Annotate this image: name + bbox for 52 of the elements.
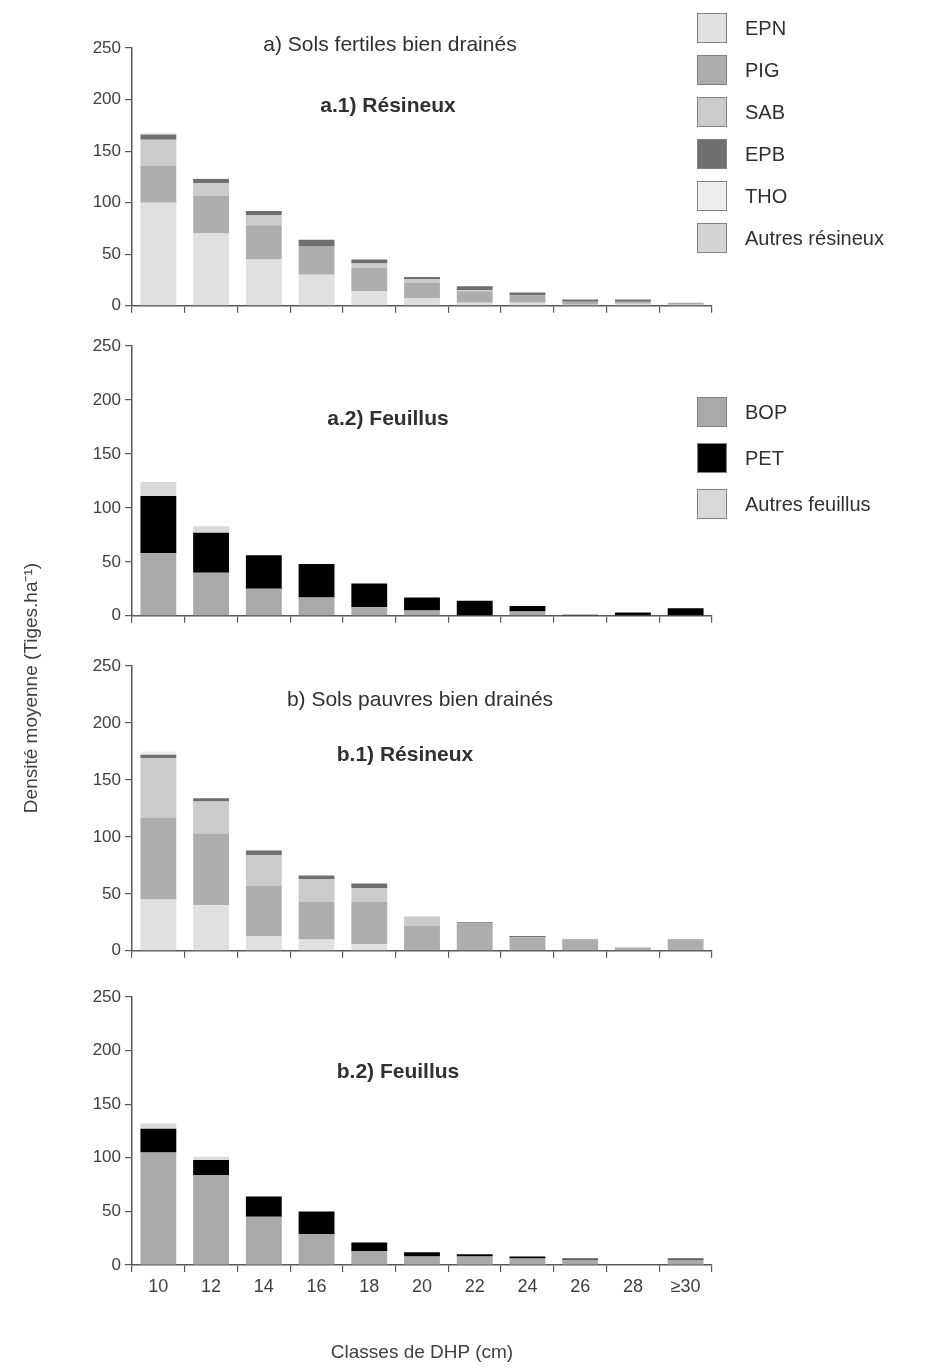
y-tick-label: 50 (102, 1201, 121, 1221)
y-tick-label: 0 (111, 1254, 121, 1274)
legend-label: Autres résineux (745, 226, 884, 250)
text: a.2) Feuillus (327, 406, 449, 430)
y-tick-label: 200 (92, 89, 121, 109)
y-tick-label: 150 (92, 140, 121, 160)
x-tick-label: 10 (148, 1275, 169, 1296)
legend-label: THO (745, 184, 788, 208)
y-tick-label: 200 (92, 389, 121, 409)
legend-label: SAB (745, 100, 786, 124)
y-tick-label: 0 (111, 605, 121, 625)
y-tick-label: 250 (92, 37, 121, 57)
y-tick-label: 250 (92, 335, 121, 355)
legend-label: EPN (745, 16, 787, 40)
x-tick-label: 12 (201, 1275, 222, 1296)
y-tick-label: 0 (111, 295, 121, 315)
legend-label: EPB (745, 142, 786, 166)
legend-label: PIG (745, 58, 780, 82)
legend-label: BOP (745, 400, 788, 424)
y-tick-label: 50 (102, 243, 121, 263)
y-tick-label: 150 (92, 443, 121, 463)
x-tick-label: 18 (359, 1275, 380, 1296)
legend-label: PET (745, 446, 784, 470)
y-tick-label: 250 (92, 986, 121, 1006)
x-tick-label: ≥30 (670, 1275, 701, 1296)
chart-title: a) Sols fertiles bien drainés (263, 32, 517, 56)
x-tick-label: 28 (622, 1275, 643, 1296)
text: a.1) Résineux (320, 93, 456, 117)
text: b.2) Feuillus (336, 1059, 460, 1083)
y-tick-label: 150 (92, 769, 121, 789)
y-tick-label: 100 (92, 192, 121, 212)
y-tick-label: 0 (111, 940, 121, 960)
y-tick-label: 200 (92, 712, 121, 732)
x-tick-label: 22 (464, 1275, 485, 1296)
x-tick-label: 20 (411, 1275, 433, 1296)
x-axis-title: Classes de DHP (cm) (330, 1341, 514, 1363)
legend-label: Autres feuillus (745, 492, 871, 516)
y-tick-label: 200 (92, 1040, 121, 1060)
text: b) Sols pauvres bien drainés (286, 687, 554, 711)
x-tick-label: 16 (306, 1275, 327, 1296)
y-tick-label: 100 (92, 826, 121, 846)
y-tick-label: 50 (102, 551, 121, 571)
y-axis-title: Densité moyenne (Tiges.ha⁻¹) (19, 562, 42, 814)
x-tick-label: 24 (517, 1275, 538, 1296)
y-tick-label: 100 (92, 497, 121, 517)
y-tick-label: 150 (92, 1093, 121, 1113)
y-tick-label: 100 (92, 1147, 121, 1167)
y-tick-label: 50 (102, 883, 121, 903)
text: b.1) Résineux (336, 742, 474, 766)
y-tick-label: 250 (92, 655, 121, 675)
x-tick-label: 26 (570, 1275, 591, 1296)
x-tick-label: 14 (253, 1275, 274, 1296)
